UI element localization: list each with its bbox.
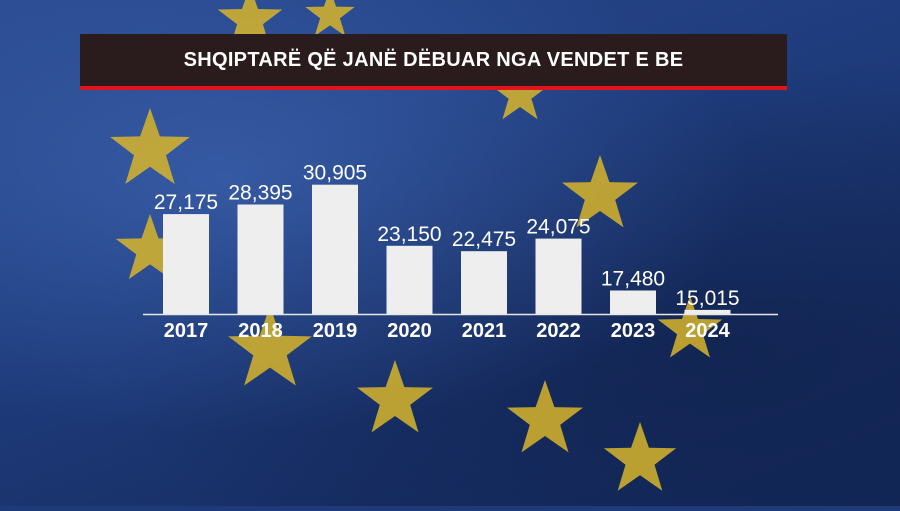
value-label-2022: 24,075: [526, 216, 590, 239]
flag-star-icon: [657, 296, 723, 358]
bar-2020: [386, 245, 433, 314]
bar-2023: [610, 290, 656, 314]
category-label-2020: 2020: [387, 320, 432, 342]
bar-2024: [684, 309, 731, 314]
value-label-2024: 15,015: [675, 287, 739, 310]
chart-title: SHQIPTARË QË JANË DËBUAR NGA VENDET E BE: [183, 48, 684, 71]
flag-star-icon: [228, 306, 312, 386]
category-label-2019: 2019: [313, 320, 358, 342]
bar-2018: [237, 204, 284, 314]
value-label-2018: 28,395: [228, 182, 292, 205]
category-label-2024: 2024: [685, 320, 730, 342]
flag-star-icon: [507, 380, 583, 453]
bar-2019: [312, 184, 358, 314]
bar-2017: [163, 214, 209, 314]
flag-star-icon: [110, 108, 190, 184]
value-label-2017: 27,175: [154, 191, 218, 214]
category-label-2021: 2021: [462, 320, 507, 342]
title-banner: SHQIPTARË QË JANË DËBUAR NGA VENDET E BE: [80, 34, 787, 90]
category-label-2022: 2022: [536, 320, 581, 342]
value-label-2023: 17,480: [601, 268, 665, 291]
category-label-2023: 2023: [611, 320, 656, 342]
value-label-2021: 22,475: [452, 228, 516, 251]
flag-star-icon: [491, 65, 549, 120]
flag-star-icon: [603, 422, 677, 491]
value-label-2020: 23,150: [377, 223, 441, 246]
flag-star-icon: [305, 0, 355, 36]
category-label-2018: 2018: [238, 320, 283, 342]
flag-star-icon: [562, 155, 638, 228]
bar-2022: [535, 238, 582, 314]
value-label-2019: 30,905: [303, 162, 367, 185]
flag-star-icon: [357, 360, 433, 433]
flag-star-icon: [115, 214, 185, 280]
category-label-2017: 2017: [164, 320, 209, 342]
bar-2021: [461, 251, 507, 314]
